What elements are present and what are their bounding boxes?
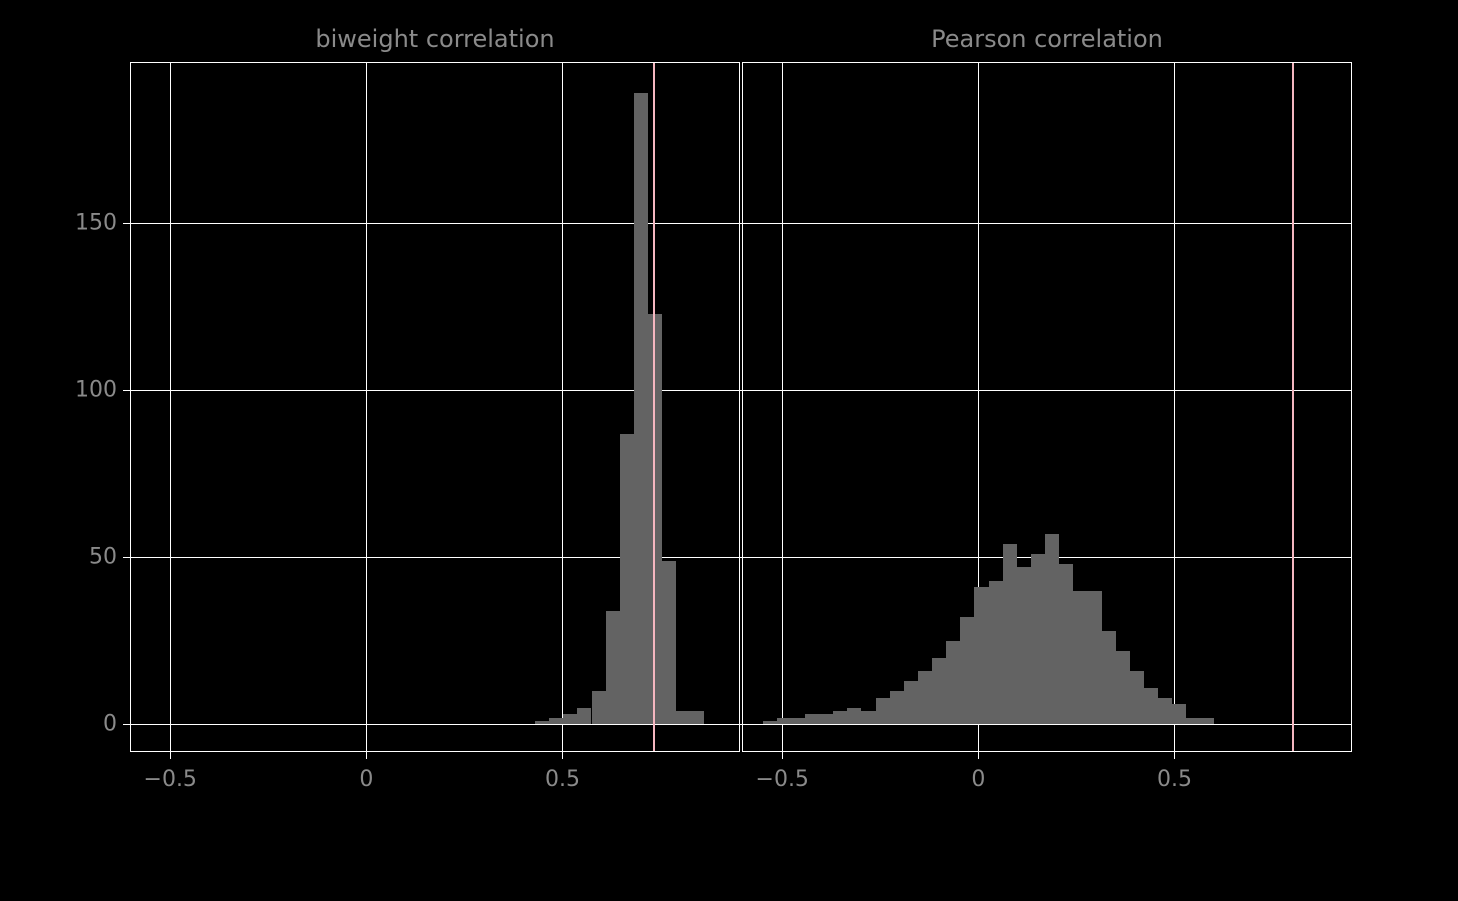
ytick-mark (735, 557, 743, 558)
histogram-bar (577, 708, 591, 725)
histogram-bar (648, 314, 662, 725)
grid-vertical (562, 63, 563, 751)
reference-vline (1292, 63, 1294, 751)
ytick-label: 50 (89, 545, 131, 570)
xtick-mark (1174, 751, 1175, 759)
xtick-label: 0.5 (1157, 767, 1192, 792)
histogram-bar (974, 587, 988, 724)
histogram-bar (592, 691, 606, 724)
grid-horizontal (743, 724, 1351, 725)
histogram-bar (1102, 631, 1116, 725)
histogram-bar (833, 711, 847, 724)
right-panel-title: Pearson correlation (743, 25, 1351, 53)
histogram-bar (918, 671, 932, 724)
histogram-bar (847, 708, 861, 725)
histogram-bar (606, 611, 620, 725)
histogram-bar (876, 698, 890, 725)
histogram-bar (1045, 534, 1059, 724)
xtick-label: 0 (359, 767, 373, 792)
xtick-mark (782, 751, 783, 759)
histogram-bar (676, 711, 690, 724)
reference-vline (653, 63, 655, 751)
histogram-bar (1172, 704, 1186, 724)
right-panel: −0.500.5 Pearson correlation (742, 62, 1352, 752)
histogram-bar (1158, 698, 1172, 725)
left-panel-title: biweight correlation (131, 25, 739, 53)
xtick-mark (170, 751, 171, 759)
histogram-bar (690, 711, 704, 724)
ytick-mark (735, 724, 743, 725)
xtick-mark (562, 751, 563, 759)
left-panel-inner: −0.500.5050100150 (131, 63, 739, 751)
ytick-label: 0 (103, 712, 131, 737)
histogram-bar (819, 714, 833, 724)
histogram-bar (805, 714, 819, 724)
grid-vertical (170, 63, 171, 751)
histogram-bar (1186, 718, 1200, 725)
histogram-bar (777, 718, 791, 725)
histogram-bar (634, 93, 648, 724)
left-panel: −0.500.5050100150 biweight correlation (130, 62, 740, 752)
histogram-bar (1200, 718, 1214, 725)
histogram-bar (1144, 688, 1158, 725)
histogram-bar (1116, 651, 1130, 724)
histogram-bar (989, 581, 1003, 725)
grid-horizontal (131, 724, 739, 725)
xtick-label: −0.5 (756, 767, 809, 792)
right-panel-inner: −0.500.5 (743, 63, 1351, 751)
histogram-bar (563, 714, 577, 724)
ytick-mark (735, 223, 743, 224)
xtick-label: 0 (971, 767, 985, 792)
histogram-bar (932, 658, 946, 725)
xtick-mark (978, 751, 979, 759)
histogram-bar (1003, 544, 1017, 724)
histogram-bar (904, 681, 918, 724)
histogram-bar (535, 721, 549, 724)
histogram-bar (1073, 591, 1087, 725)
histogram-bar (763, 721, 777, 724)
grid-vertical (366, 63, 367, 751)
figure: −0.500.5050100150 biweight correlation −… (0, 0, 1458, 901)
histogram-bar (791, 718, 805, 725)
histogram-bar (549, 718, 563, 725)
grid-vertical (782, 63, 783, 751)
ytick-mark (735, 390, 743, 391)
xtick-mark (366, 751, 367, 759)
histogram-bar (946, 641, 960, 724)
xtick-label: 0.5 (545, 767, 580, 792)
histogram-bar (1130, 671, 1144, 724)
ytick-label: 150 (75, 211, 131, 236)
histogram-bar (1031, 554, 1045, 724)
grid-vertical (1174, 63, 1175, 751)
histogram-bar (620, 434, 634, 725)
histogram-bar (960, 617, 974, 724)
grid-horizontal (743, 390, 1351, 391)
histogram-bar (1087, 591, 1101, 725)
ytick-label: 100 (75, 378, 131, 403)
xtick-label: −0.5 (144, 767, 197, 792)
histogram-bar (662, 561, 676, 725)
histogram-bar (890, 691, 904, 724)
histogram-bar (1059, 564, 1073, 724)
histogram-bar (1017, 567, 1031, 724)
histogram-bar (861, 711, 875, 724)
grid-horizontal (743, 223, 1351, 224)
